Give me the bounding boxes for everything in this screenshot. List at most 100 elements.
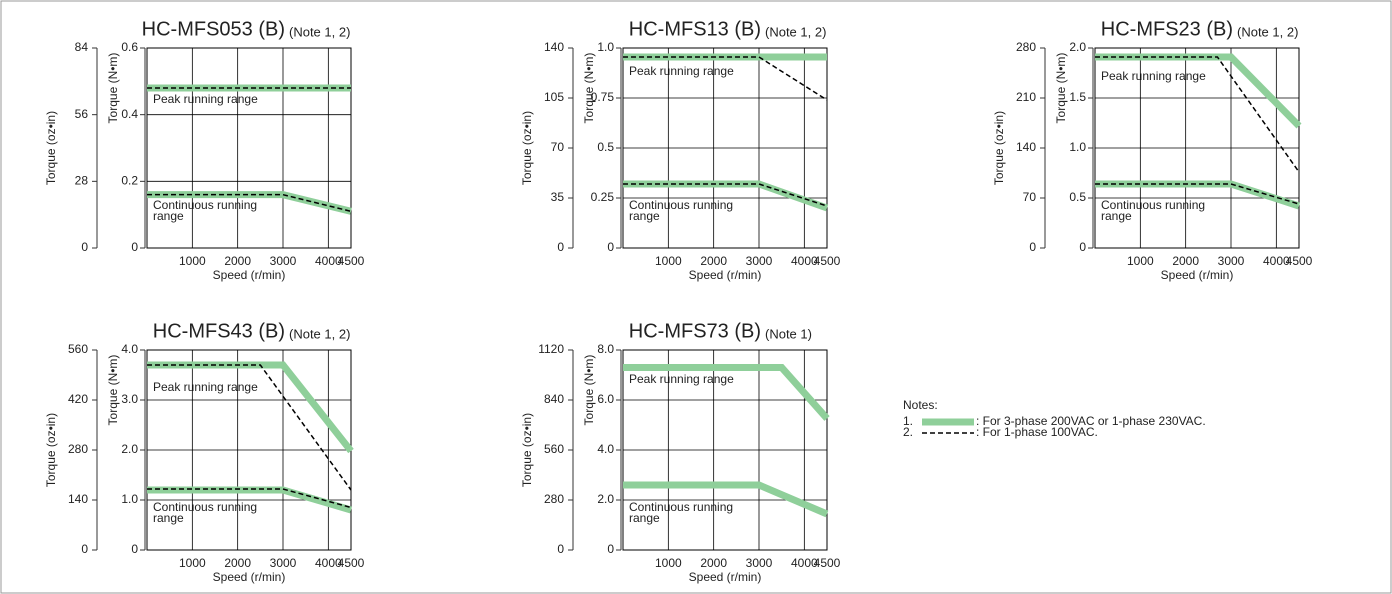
x-tick-label: 2000: [700, 254, 727, 268]
chart-note: (Note 1, 2): [765, 24, 826, 39]
y2-tick-label: 70: [1023, 190, 1037, 204]
band-line: [147, 361, 354, 454]
x-tick-label: 4000: [315, 556, 342, 570]
x-tick-label: 4500: [814, 556, 841, 570]
chart: HC-MFS053 (B) (Note 1, 2) Torque (oz•in) To…: [44, 18, 364, 282]
dashed-line: [147, 193, 352, 213]
x-tick-label: 2000: [700, 556, 727, 570]
annotation: Peak running range: [1101, 69, 1206, 83]
y2-axis-label: Torque (oz•in): [520, 111, 534, 185]
dashed-line: [1095, 183, 1300, 205]
y2-tick-label: 140: [68, 492, 88, 506]
y2-tick-label: 0: [81, 542, 88, 556]
y2-axis-label: Torque (oz•in): [44, 413, 58, 487]
chart-title: HC-MFS43 (B): [153, 320, 285, 342]
x-tick-label: 4500: [338, 254, 365, 268]
y-tick-label: 2.0: [121, 442, 138, 456]
chart-title: HC-MFS73 (B): [629, 320, 761, 342]
y-tick-label: 6.0: [597, 392, 614, 406]
chart-note: (Note 1): [765, 326, 812, 341]
y2-tick-label: 0: [1029, 240, 1036, 254]
annotation: Peak running range: [629, 64, 734, 78]
y-tick-label: 1.0: [1069, 140, 1086, 154]
y-tick-label: 4.0: [597, 442, 614, 456]
y-tick-label: 0.25: [591, 190, 615, 204]
note-number: 1.: [903, 414, 913, 428]
x-tick-label: 2000: [224, 254, 251, 268]
y2-tick-label: 0: [81, 240, 88, 254]
x-tick-label: 4500: [1286, 254, 1313, 268]
y2-tick-label: 560: [68, 342, 88, 356]
annotation: Peak running range: [629, 372, 734, 386]
y-tick-label: 1.5: [1069, 90, 1086, 104]
y-axis-label: Torque (N•m): [582, 53, 596, 124]
dashed-line: [147, 364, 352, 491]
chart: HC-MFS73 (B) (Note 1) Torque (oz•in) Torque…: [520, 320, 840, 584]
x-axis-label: Speed (r/min): [213, 268, 286, 282]
note-text: : For 1-phase 100VAC.: [976, 425, 1098, 439]
y-tick-label: 0: [131, 542, 138, 556]
y2-tick-label: 840: [544, 392, 564, 406]
y2-tick-label: 280: [544, 492, 564, 506]
y2-tick-label: 56: [75, 107, 89, 121]
y-axis-label: Torque (N•m): [1054, 53, 1068, 124]
x-tick-label: 3000: [270, 556, 297, 570]
x-tick-label: 1000: [179, 254, 206, 268]
x-tick-label: 1000: [655, 254, 682, 268]
y-axis-label: Torque (N•m): [582, 355, 596, 426]
x-axis-label: Speed (r/min): [213, 570, 286, 584]
x-tick-label: 4000: [791, 556, 818, 570]
x-tick-label: 4000: [1263, 254, 1290, 268]
y2-tick-label: 84: [75, 40, 89, 54]
y-tick-label: 0: [607, 240, 614, 254]
y2-tick-label: 0: [557, 240, 564, 254]
y-axis-label: Torque (N•m): [106, 355, 120, 426]
annotation: range: [629, 511, 660, 525]
x-tick-label: 1000: [1127, 254, 1154, 268]
chart: HC-MFS13 (B) (Note 1, 2) Torque (oz•in) Tor…: [520, 18, 840, 282]
y-tick-label: 1.0: [597, 40, 614, 54]
dashed-line: [147, 488, 352, 509]
x-tick-label: 1000: [179, 556, 206, 570]
y-tick-label: 0.2: [121, 174, 138, 188]
y-axis-label: Torque (N•m): [106, 53, 120, 124]
annotation: range: [629, 209, 660, 223]
annotation: Continuous running: [153, 198, 257, 212]
x-axis-label: Speed (r/min): [689, 570, 762, 584]
annotation: Peak running range: [153, 92, 258, 106]
band-line: [1095, 53, 1302, 129]
y-tick-label: 3.0: [121, 392, 138, 406]
x-tick-label: 4500: [338, 556, 365, 570]
band-line: [147, 486, 352, 514]
x-tick-label: 3000: [1218, 254, 1245, 268]
y-tick-label: 0.75: [591, 90, 615, 104]
y-tick-label: 4.0: [121, 342, 138, 356]
chart: HC-MFS23 (B) (Note 1, 2) Torque (oz•in) Tor…: [992, 18, 1312, 282]
y2-axis-label: Torque (oz•in): [992, 111, 1006, 185]
x-tick-label: 2000: [224, 556, 251, 570]
y-tick-label: 0.6: [121, 40, 138, 54]
x-tick-label: 4500: [814, 254, 841, 268]
chart-title: HC-MFS23 (B): [1101, 18, 1233, 40]
y-tick-label: 0.4: [121, 107, 138, 121]
y-tick-label: 8.0: [597, 342, 614, 356]
note-text: : For 3-phase 200VAC or 1-phase 230VAC.: [976, 414, 1206, 428]
annotation: Continuous running: [629, 500, 733, 514]
chart-title: HC-MFS053 (B): [142, 18, 285, 40]
y2-tick-label: 105: [544, 90, 564, 104]
y2-axis-label: Torque (oz•in): [44, 111, 58, 185]
x-tick-label: 4000: [315, 254, 342, 268]
x-axis-label: Speed (r/min): [689, 268, 762, 282]
dashed-line: [1095, 56, 1300, 173]
y2-tick-label: 280: [1016, 40, 1036, 54]
annotation: Continuous running: [1101, 198, 1205, 212]
band-line: [623, 481, 829, 518]
y2-tick-label: 70: [551, 140, 565, 154]
chart-note: (Note 1, 2): [1237, 24, 1298, 39]
x-tick-label: 1000: [655, 556, 682, 570]
annotation: range: [153, 511, 184, 525]
y2-tick-label: 35: [551, 190, 565, 204]
chart-note: (Note 1, 2): [289, 326, 350, 341]
y2-tick-label: 1120: [538, 342, 564, 356]
